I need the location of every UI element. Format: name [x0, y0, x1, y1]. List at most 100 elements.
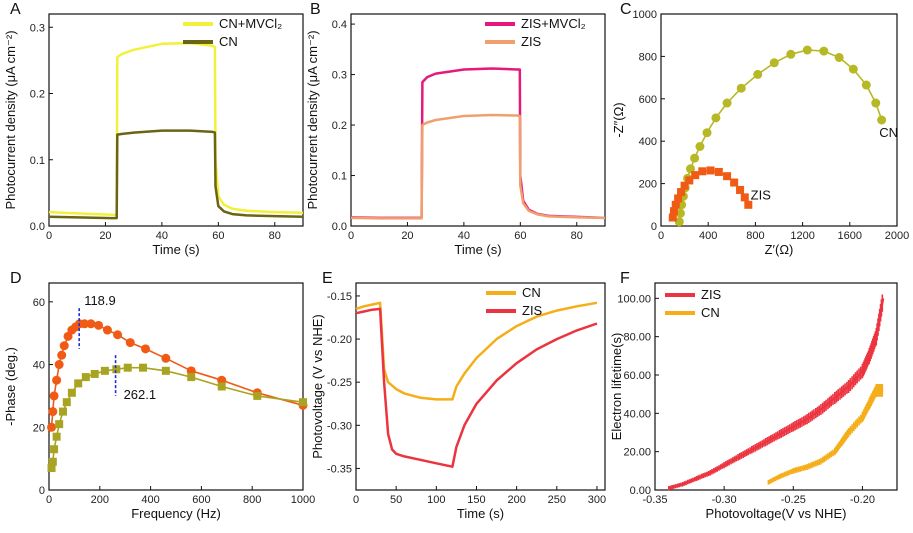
x-tick-label: 200 — [91, 494, 109, 506]
data-point — [802, 45, 812, 55]
y-tick-label: 0.2 — [30, 89, 45, 101]
y-tick-label: 100.00 — [617, 293, 651, 305]
series-line — [350, 67, 606, 220]
data-point — [52, 432, 61, 441]
peak-label-cn: 262.1 — [124, 387, 157, 402]
series-cn — [355, 301, 598, 401]
y-tick-label: -0.25 — [327, 377, 352, 389]
y-tick-label: 40.00 — [623, 408, 651, 420]
data-point — [736, 185, 745, 194]
data-point — [74, 379, 83, 388]
y-axis-label: Electron lifetime(s) — [609, 333, 624, 441]
panel-c: C 0 400 800 1200 1600 2000 0 200 400 600 800 1000 Z′(… — [611, 1, 909, 257]
data-point — [48, 457, 57, 466]
x-tick-label: -0.20 — [850, 494, 875, 506]
x-axis-label: Time (s) — [454, 242, 501, 257]
x-tick-label: -0.30 — [712, 494, 737, 506]
data-point — [671, 200, 680, 209]
series-noise-band — [767, 384, 884, 485]
series-cn — [767, 384, 884, 485]
series-line — [668, 298, 885, 490]
series-zis — [355, 307, 598, 468]
data-point — [49, 391, 59, 401]
x-tick-label: -0.25 — [781, 494, 806, 506]
data-point — [94, 320, 104, 330]
x-axis-label: Time (s) — [457, 506, 504, 521]
series-zis — [668, 166, 753, 222]
series-line — [48, 41, 304, 216]
data-point — [138, 363, 147, 372]
series-line — [48, 129, 304, 220]
data-point — [217, 375, 227, 385]
x-tick-label: 0 — [46, 230, 52, 242]
data-point — [674, 194, 683, 203]
data-point — [668, 213, 677, 222]
legend-label: ZIS — [522, 303, 543, 318]
x-tick-label: 200 — [507, 494, 525, 506]
legend-label: CN — [219, 34, 238, 49]
data-point — [711, 113, 721, 123]
y-tick-label: -0.30 — [327, 420, 352, 432]
series-noise-band — [668, 294, 884, 491]
y-tick-label: -0.20 — [327, 334, 352, 346]
data-point — [730, 178, 739, 187]
data-point — [50, 445, 59, 454]
data-point — [67, 388, 76, 397]
data-point — [674, 217, 684, 227]
data-point — [100, 366, 109, 375]
y-tick-label: 40 — [33, 360, 45, 372]
data-point — [54, 360, 64, 370]
panel-letter: F — [620, 270, 630, 287]
plot-frame — [48, 13, 304, 227]
y-tick-label: 600 — [639, 94, 657, 106]
x-tick-label: 1600 — [838, 230, 862, 242]
x-tick-label: 2000 — [885, 230, 909, 242]
y-tick-label: 0 — [39, 485, 45, 497]
x-tick-label: 0 — [658, 230, 664, 242]
data-point — [52, 375, 62, 385]
data-point — [125, 338, 135, 348]
data-point — [861, 80, 871, 90]
series-zis — [47, 319, 308, 432]
series-cn — [48, 129, 304, 220]
x-tick-label: 20 — [401, 230, 413, 242]
data-point — [698, 167, 707, 176]
x-axis-label: Z′(Ω) — [765, 242, 794, 257]
y-axis-label: Photovoltage (V vs NHE) — [310, 314, 325, 459]
y-tick-label: 1000 — [633, 9, 657, 21]
x-tick-label: 600 — [192, 494, 210, 506]
data-point — [871, 98, 881, 108]
data-point — [834, 52, 844, 62]
data-point — [58, 407, 67, 416]
data-point — [55, 420, 64, 429]
x-tick-label: 80 — [571, 230, 583, 242]
data-point — [744, 200, 753, 209]
data-point — [102, 325, 112, 335]
peak-label-zis: 118.9 — [84, 293, 116, 308]
legend-label: ZIS — [701, 287, 722, 302]
data-point — [47, 464, 56, 473]
y-axis-label: Photocurrent density (μA cm⁻²) — [3, 30, 18, 209]
panel-b: B 0 20 40 60 80 0.0 0.1 0.2 0.3 0.4 Time (s) Photocu… — [305, 1, 606, 257]
legend-label: CN — [701, 305, 720, 320]
y-axis-label: Photocurrent density (μA cm⁻²) — [305, 30, 320, 209]
data-point — [59, 341, 69, 351]
panel-letter: B — [310, 1, 321, 18]
x-tick-label: 0 — [353, 494, 359, 506]
x-tick-label: 60 — [212, 230, 224, 242]
series-zis — [350, 113, 606, 220]
data-point — [47, 422, 57, 432]
x-tick-label: 800 — [243, 494, 261, 506]
x-tick-label: 1000 — [291, 494, 315, 506]
annotation-cn: CN — [879, 125, 898, 140]
x-tick-label: 800 — [746, 230, 764, 242]
data-point — [686, 164, 695, 174]
x-tick-label: 60 — [514, 230, 526, 242]
panel-a: A 0 20 40 60 80 0.0 0.1 0.2 0.3 Time (s) Photocurre… — [3, 1, 304, 257]
data-point — [57, 350, 67, 360]
y-tick-label: 0.0 — [332, 221, 347, 233]
y-tick-label: 0.1 — [332, 171, 347, 183]
plot-frame — [350, 13, 606, 227]
panel-e: E 0 50 100 150 200 250 300 -0.35 -0.30 -0.25 -0.20 -… — [310, 270, 606, 521]
